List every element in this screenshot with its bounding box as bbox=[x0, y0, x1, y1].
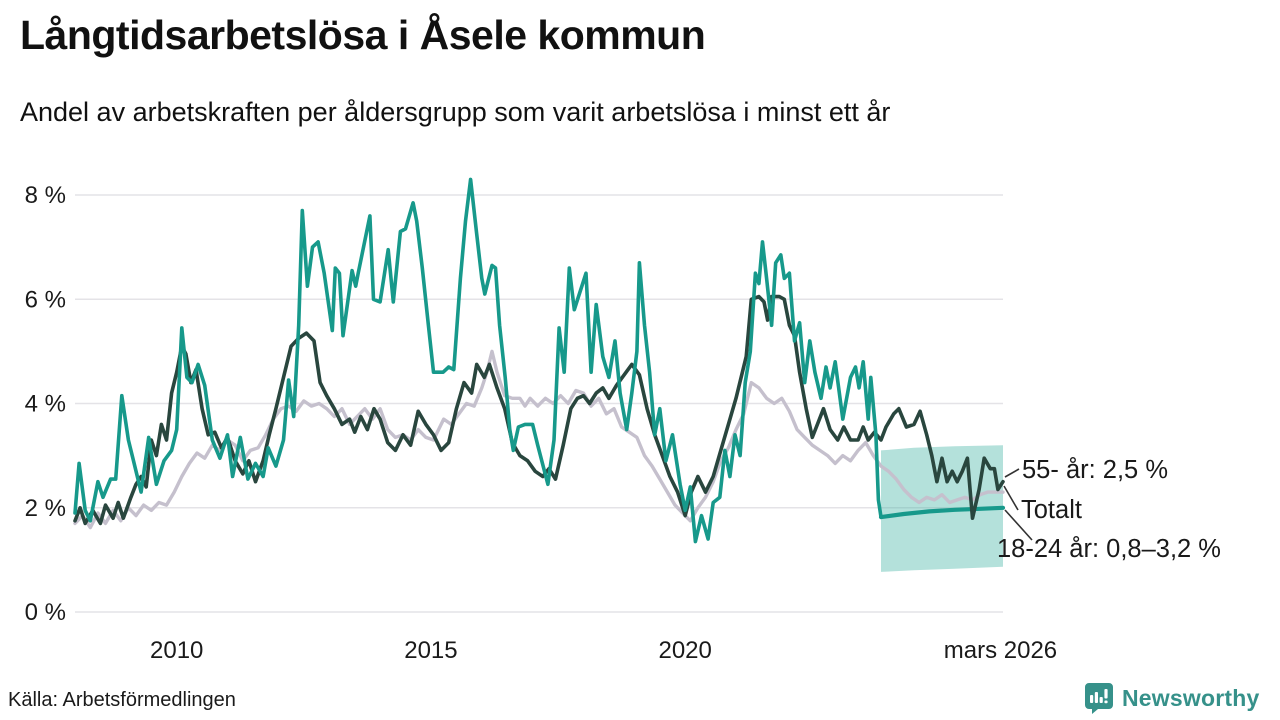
forecast-line bbox=[878, 505, 1006, 520]
x-axis-label-2015: 2015 bbox=[404, 637, 457, 664]
brand-name: Newsworthy bbox=[1122, 684, 1260, 711]
x-axis-label-mars 2026: mars 2026 bbox=[944, 637, 1057, 664]
x-axis-label-2020: 2020 bbox=[658, 637, 711, 664]
annotation-leader-0 bbox=[1004, 468, 1020, 478]
brand-logo: Newsworthy bbox=[1084, 682, 1259, 714]
chart-subtitle: Andel av arbetskraften per åldersgrupp s… bbox=[20, 97, 891, 127]
y-axis-label-2: 2 % bbox=[25, 495, 66, 522]
y-axis-label-4: 4 % bbox=[25, 391, 66, 418]
annotation-label-0: 55- år: 2,5 % bbox=[1022, 456, 1168, 484]
series-line-18-24-r bbox=[73, 177, 883, 544]
series-line-55-r bbox=[73, 294, 1005, 526]
page-title: Långtidsarbetslösa i Åsele kommun bbox=[20, 12, 706, 58]
y-axis-label-6: 6 % bbox=[25, 286, 66, 313]
annotation-leader-1 bbox=[1003, 485, 1019, 511]
annotation-label-2: 18-24 år: 0,8–3,2 % bbox=[997, 535, 1221, 563]
y-axis-label-0: 0 % bbox=[25, 599, 66, 626]
annotation-label-1: Totalt bbox=[1021, 496, 1082, 524]
newsworthy-icon bbox=[1085, 683, 1113, 714]
source-note: Källa: Arbetsförmedlingen bbox=[8, 689, 236, 711]
series-line-totalt bbox=[73, 349, 1005, 530]
annotation-leader-2 bbox=[1004, 509, 1033, 541]
y-axis-label-8: 8 % bbox=[25, 182, 66, 209]
x-axis-label-2010: 2010 bbox=[150, 637, 203, 664]
